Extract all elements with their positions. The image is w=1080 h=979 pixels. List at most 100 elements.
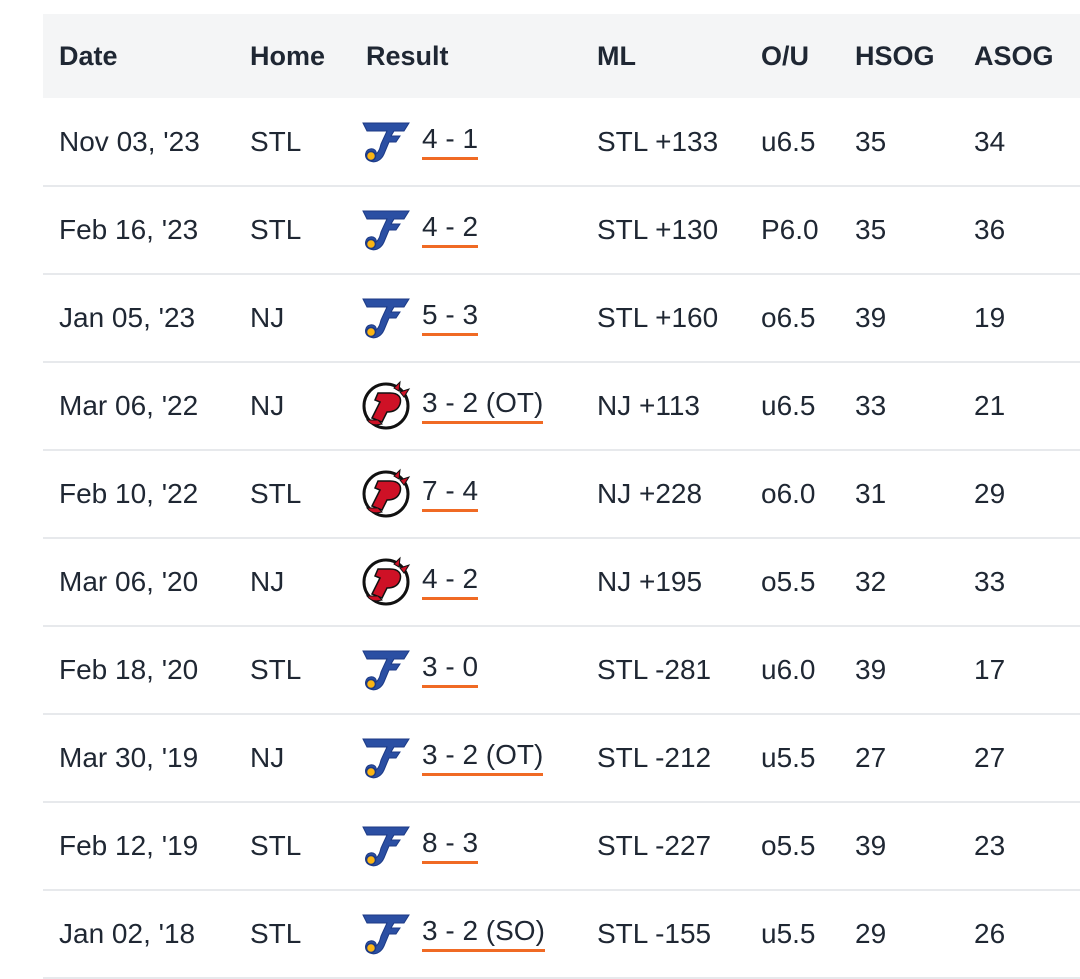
result-cell: 3 - 2 (OT) — [350, 714, 581, 802]
moneyline-cell: STL -155 — [597, 918, 712, 949]
home-shots-cell: 33 — [855, 390, 887, 421]
result-score-link[interactable]: 4 - 2 — [422, 564, 479, 600]
home-cell: STL — [250, 125, 302, 157]
over-under-cell: o6.5 — [761, 302, 816, 333]
result-cell: 3 - 2 (OT) — [350, 362, 581, 450]
blues-logo-icon — [362, 738, 410, 779]
away-shots-cell: 26 — [974, 918, 1006, 949]
home-cell: STL — [250, 214, 302, 245]
result-score-link[interactable]: 5 - 3 — [422, 300, 479, 336]
column-header-result[interactable]: Result — [366, 40, 449, 71]
moneyline-cell: STL -212 — [597, 742, 712, 773]
column-header-ou[interactable]: O/U — [761, 40, 810, 71]
home-shots-cell: 35 — [855, 125, 887, 157]
over-under-cell: P6.0 — [761, 214, 819, 245]
over-under-cell: u5.5 — [761, 742, 816, 773]
column-header-asog[interactable]: ASOG — [974, 40, 1054, 71]
blues-logo-icon — [362, 650, 410, 691]
blues-logo-icon — [362, 826, 410, 867]
result-cell: 4 - 1 — [350, 98, 581, 186]
over-under-cell: u6.5 — [761, 125, 816, 157]
moneyline-cell: STL -227 — [597, 830, 712, 861]
away-shots-cell: 36 — [974, 214, 1006, 245]
moneyline-cell: STL +130 — [597, 214, 719, 245]
moneyline-cell: STL +133 — [597, 125, 719, 157]
result-score-link[interactable]: 4 - 2 — [422, 212, 479, 248]
away-shots-cell: 19 — [974, 302, 1006, 333]
home-shots-cell: 39 — [855, 302, 887, 333]
result-cell: 4 - 2 — [350, 186, 581, 274]
home-cell: NJ — [250, 390, 285, 421]
over-under-cell: o5.5 — [761, 566, 816, 597]
moneyline-cell: NJ +228 — [597, 478, 703, 509]
table-row: Jan 02, '18 STL 3 - 2 (SO) STL -155 u5.5… — [43, 890, 1080, 978]
home-cell: NJ — [250, 302, 285, 333]
column-header-home[interactable]: Home — [250, 40, 326, 71]
away-shots-cell: 29 — [974, 478, 1006, 509]
away-shots-cell: 17 — [974, 654, 1006, 685]
date-cell: Feb 12, '19 — [59, 830, 199, 861]
home-cell: STL — [250, 830, 302, 861]
home-cell: STL — [250, 918, 302, 949]
result-score-link[interactable]: 3 - 2 (OT) — [422, 388, 544, 424]
table-row: Mar 06, '20 NJ 4 - 2 NJ +195 o5.5 32 33 — [43, 538, 1080, 626]
over-under-cell: u6.0 — [761, 654, 816, 685]
over-under-cell: u6.5 — [761, 390, 816, 421]
blues-logo-icon — [362, 298, 410, 339]
date-cell: Feb 10, '22 — [59, 478, 199, 509]
moneyline-cell: NJ +113 — [597, 390, 700, 421]
table-row: Jan 05, '23 NJ 5 - 3 STL +160 o6.5 39 19 — [43, 274, 1080, 362]
result-cell: 3 - 0 — [350, 626, 581, 714]
away-shots-cell: 23 — [974, 830, 1006, 861]
home-shots-cell: 27 — [855, 742, 887, 773]
result-cell: 3 - 2 (SO) — [350, 890, 581, 978]
result-score-link[interactable]: 3 - 2 (OT) — [422, 740, 544, 776]
result-score-link[interactable]: 3 - 0 — [422, 652, 479, 688]
home-cell: STL — [250, 654, 302, 685]
date-cell: Mar 30, '19 — [59, 742, 199, 773]
away-shots-cell: 21 — [974, 390, 1006, 421]
date-cell: Nov 03, '23 — [59, 125, 200, 157]
result-cell: 7 - 4 — [350, 450, 581, 538]
table-row: Feb 18, '20 STL 3 - 0 STL -281 u6.0 39 1… — [43, 626, 1080, 714]
column-header-date[interactable]: Date — [59, 40, 118, 71]
blues-logo-icon — [362, 122, 410, 162]
home-shots-cell: 32 — [855, 566, 887, 597]
table-row: Feb 12, '19 STL 8 - 3 STL -227 o5.5 39 2… — [43, 802, 1080, 890]
devils-logo-icon — [362, 380, 411, 430]
head-to-head-table: Date Home Result ML O/U HSOG ASOG Nov 03… — [43, 14, 1080, 979]
moneyline-cell: STL -281 — [597, 654, 712, 685]
home-shots-cell: 39 — [855, 654, 887, 685]
date-cell: Feb 16, '23 — [59, 214, 199, 245]
moneyline-cell: NJ +195 — [597, 566, 703, 597]
home-cell: NJ — [250, 566, 285, 597]
away-shots-cell: 34 — [974, 125, 1006, 157]
over-under-cell: o5.5 — [761, 830, 816, 861]
column-header-ml[interactable]: ML — [597, 40, 636, 71]
result-cell: 5 - 3 — [350, 274, 581, 362]
away-shots-cell: 33 — [974, 566, 1006, 597]
result-score-link[interactable]: 3 - 2 (SO) — [422, 916, 545, 952]
over-under-cell: o6.0 — [761, 478, 816, 509]
moneyline-cell: STL +160 — [597, 302, 719, 333]
table-row: Feb 10, '22 STL 7 - 4 NJ +228 o6.0 31 29 — [43, 450, 1080, 538]
blues-logo-icon — [362, 210, 410, 251]
date-cell: Feb 18, '20 — [59, 654, 199, 685]
table-row: Feb 16, '23 STL 4 - 2 STL +130 P6.0 35 3… — [43, 186, 1080, 274]
column-header-hsog[interactable]: HSOG — [855, 40, 935, 71]
home-shots-cell: 35 — [855, 214, 887, 245]
date-cell: Mar 06, '20 — [59, 566, 199, 597]
over-under-cell: u5.5 — [761, 918, 816, 949]
result-score-link[interactable]: 8 - 3 — [422, 828, 479, 864]
date-cell: Jan 02, '18 — [59, 918, 196, 949]
result-cell: 8 - 3 — [350, 802, 581, 890]
devils-logo-icon — [362, 468, 411, 518]
table-header-row: Date Home Result ML O/U HSOG ASOG — [43, 14, 1080, 98]
result-score-link[interactable]: 7 - 4 — [422, 476, 479, 512]
away-shots-cell: 27 — [974, 742, 1006, 773]
home-cell: STL — [250, 478, 302, 509]
table-row: Nov 03, '23 STL 4 - 1 STL +133 u6.5 35 3… — [43, 98, 1080, 186]
devils-logo-icon — [362, 556, 411, 606]
home-cell: NJ — [250, 742, 285, 773]
result-score-link[interactable]: 4 - 1 — [422, 123, 479, 160]
